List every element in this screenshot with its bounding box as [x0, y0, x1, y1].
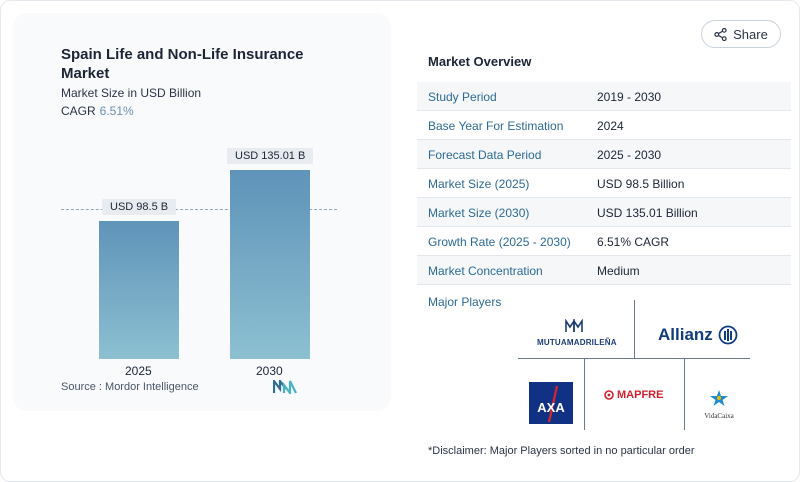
bar-2030	[230, 170, 310, 359]
chart-card	[13, 13, 391, 411]
grid-divider	[584, 358, 750, 359]
allianz-logo: Allianz	[658, 325, 738, 345]
mapfre-emblem-icon	[604, 390, 614, 400]
axa-logo: AXA	[529, 382, 573, 424]
bar-data-label: USD 135.01 B	[227, 148, 314, 164]
major-players-label: Major Players	[428, 295, 502, 309]
overview-row-value: 6.51% CAGR	[597, 235, 670, 249]
bar-data-label: USD 98.5 B	[102, 199, 177, 216]
mutua-madrilena-logo: MUTUAMADRILEÑA	[537, 318, 617, 347]
overview-row: Forecast Data Period 2025 - 2030	[417, 140, 791, 169]
chart-title: Spain Life and Non-Life Insurance Market	[61, 46, 304, 82]
overview-row: Study Period 2019 - 2030	[417, 82, 791, 111]
reference-dashed-line	[61, 209, 337, 210]
overview-row-value: 2024	[597, 119, 624, 133]
chart-subtitle: Market Size in USD Billion	[61, 86, 202, 100]
overview-row-key: Base Year For Estimation	[428, 119, 564, 133]
mutua-madrilena-emblem-icon	[565, 318, 583, 332]
share-label: Share	[733, 26, 768, 42]
axa-wordmark: AXA	[537, 400, 565, 415]
overview-row-key: Forecast Data Period	[428, 148, 542, 162]
overview-row: Market Size (2030) USD 135.01 Billion	[417, 198, 791, 227]
vidacaixa-wordmark: VidaCaixa	[704, 412, 734, 420]
grid-divider	[584, 358, 585, 430]
cagr-value: 6.51%	[99, 104, 134, 118]
vidacaixa-logo: VidaCaixa	[701, 389, 737, 420]
grid-divider	[634, 300, 635, 358]
overview-row-key: Market Concentration	[428, 264, 543, 278]
market-overview-title: Market Overview	[428, 54, 532, 69]
x-axis-tick-label: 2025	[125, 364, 152, 378]
source-value: Mordor Intelligence	[105, 381, 199, 393]
disclaimer: *Disclaimer: Major Players sorted in no …	[428, 445, 695, 457]
cagr-row: CAGR 6.51%	[61, 104, 134, 118]
vidacaixa-star-icon	[710, 390, 728, 406]
cagr-label: CAGR	[61, 104, 96, 118]
share-button[interactable]: Share	[701, 20, 781, 48]
source-label: Source :	[61, 381, 102, 393]
mordor-intelligence-logo-icon	[273, 380, 297, 394]
mapfre-logo: MAPFRE	[604, 389, 663, 401]
source-line: Source : Mordor Intelligence	[61, 381, 199, 393]
overview-row-key: Market Size (2025)	[428, 177, 530, 191]
overview-row-value: USD 135.01 Billion	[597, 206, 698, 220]
axa-emblem-icon: AXA	[537, 385, 565, 423]
mapfre-wordmark: MAPFRE	[617, 389, 664, 401]
overview-row-value: 2019 - 2030	[597, 90, 662, 104]
overview-row: Market Concentration Medium	[417, 256, 791, 285]
overview-row-key: Market Size (2030)	[428, 206, 530, 220]
grid-divider	[518, 358, 584, 359]
overview-row-value: USD 98.5 Billion	[597, 177, 685, 191]
bar-2025	[99, 221, 179, 359]
x-axis-tick-label: 2030	[256, 364, 283, 378]
overview-row: Growth Rate (2025 - 2030) 6.51% CAGR	[417, 227, 791, 256]
overview-row: Base Year For Estimation 2024	[417, 111, 791, 140]
overview-row: Market Size (2025) USD 98.5 Billion	[417, 169, 791, 198]
share-icon	[714, 27, 727, 41]
overview-row-key: Study Period	[428, 90, 497, 104]
allianz-emblem-icon	[718, 325, 738, 345]
allianz-wordmark: Allianz	[658, 325, 713, 344]
overview-row-value: Medium	[597, 264, 640, 278]
mutua-madrilena-wordmark: MUTUAMADRILEÑA	[537, 338, 617, 347]
overview-row-key: Growth Rate (2025 - 2030)	[428, 235, 571, 249]
overview-row-value: 2025 - 2030	[597, 148, 662, 162]
grid-divider	[684, 358, 685, 430]
